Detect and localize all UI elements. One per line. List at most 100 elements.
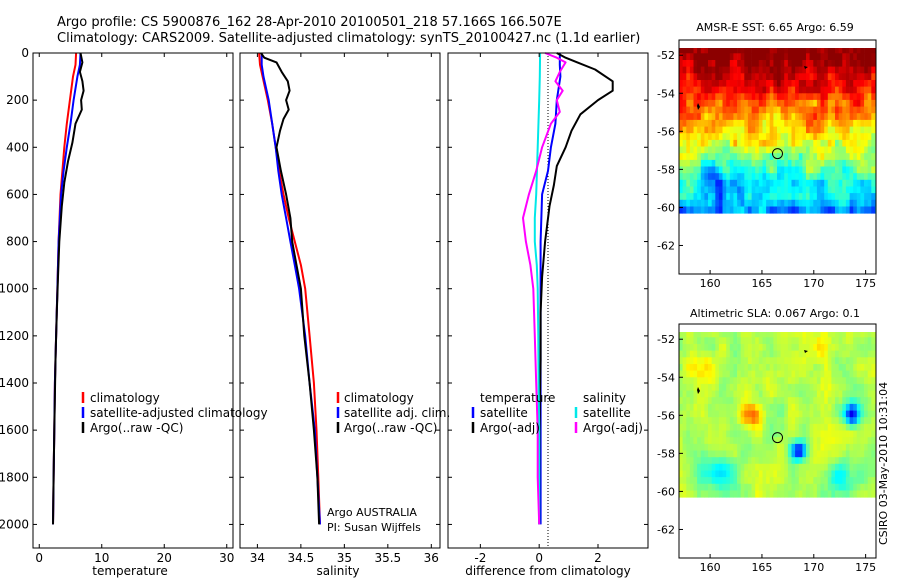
- map-cell: [689, 106, 694, 114]
- map-cell: [686, 173, 691, 181]
- map-cell: [802, 193, 807, 201]
- map-cell: [704, 417, 709, 425]
- map-cell: [697, 146, 702, 154]
- map-cell: [871, 40, 875, 47]
- map-cell: [809, 430, 814, 438]
- map-cell: [824, 410, 829, 418]
- map-cell: [850, 324, 854, 331]
- map-cell: [711, 126, 716, 134]
- map-cell: [711, 357, 716, 365]
- map-cell: [784, 86, 789, 94]
- map-cell: [849, 490, 854, 498]
- map-cell: [773, 337, 778, 345]
- map-cell: [744, 179, 749, 187]
- map-cell: [853, 93, 858, 101]
- map-cell: [867, 357, 872, 365]
- map-cell: [813, 106, 818, 114]
- map-cell: [744, 350, 749, 358]
- map-cell: [697, 450, 702, 458]
- map-cell: [791, 477, 796, 485]
- map-cell: [856, 119, 861, 127]
- map-cell: [856, 350, 861, 358]
- map-cell: [791, 93, 796, 101]
- map-cell: [722, 80, 727, 88]
- temperature-axes-frame: [32, 52, 234, 549]
- map-cell: [751, 126, 756, 134]
- map-cell: [816, 417, 821, 425]
- map-cell: [689, 490, 694, 498]
- map-cell: [867, 490, 872, 498]
- map-cell: [806, 186, 810, 194]
- map-cell: [755, 457, 760, 465]
- map-cell: [842, 470, 847, 478]
- map-cell: [842, 397, 847, 405]
- map-cell: [791, 206, 796, 214]
- map-cell: [809, 179, 814, 187]
- map-cell: [711, 199, 716, 207]
- map-cell: [860, 344, 865, 352]
- map-cell: [740, 193, 745, 201]
- map-cell: [867, 403, 872, 411]
- map-cell: [820, 350, 825, 358]
- map-cell: [835, 410, 839, 418]
- map-cell: [712, 40, 716, 47]
- map-cell: [755, 390, 760, 398]
- map-cell: [813, 477, 818, 485]
- map-cell: [835, 186, 839, 194]
- map-cell: [700, 93, 705, 101]
- map-cell: [831, 146, 836, 154]
- map-cell: [744, 173, 749, 181]
- map-cell: [733, 437, 738, 445]
- map-cell: [864, 73, 869, 81]
- map-cell: [845, 470, 850, 478]
- map-cell: [704, 383, 709, 391]
- map-cell: [777, 344, 781, 352]
- map-cell: [700, 119, 705, 127]
- map-cell: [715, 113, 720, 121]
- map-cell: [686, 483, 691, 491]
- map-cell: [766, 66, 771, 74]
- map-cell: [718, 48, 723, 54]
- map-cell: [766, 146, 771, 154]
- map-cell: [835, 344, 839, 352]
- map-cell: [867, 477, 872, 485]
- map-cell: [787, 159, 792, 167]
- map-cell: [813, 113, 818, 121]
- map-cell: [835, 139, 839, 147]
- map-cell: [777, 350, 781, 358]
- map-cell: [842, 73, 847, 81]
- map-cell: [813, 193, 818, 201]
- map-cell: [729, 106, 734, 114]
- map-cell: [744, 93, 749, 101]
- map-cell: [766, 403, 771, 411]
- map-cell: [679, 450, 683, 458]
- map-cell: [708, 48, 712, 54]
- map-cell: [784, 159, 789, 167]
- map-cell: [755, 430, 760, 438]
- map-cell: [787, 126, 792, 134]
- map-cell: [831, 113, 836, 121]
- map-cell: [718, 383, 723, 391]
- map-cell: [766, 377, 771, 385]
- map-cell: [813, 173, 818, 181]
- map-cell: [864, 166, 869, 174]
- map-cell: [744, 60, 749, 68]
- map-cell: [820, 179, 825, 187]
- map-cell: [726, 86, 731, 94]
- map-cell: [726, 159, 731, 167]
- map-cell: [762, 146, 767, 154]
- map-cell: [791, 159, 796, 167]
- map-x-tick-label-3-2: 170: [803, 277, 824, 290]
- map-cell: [769, 483, 774, 491]
- map-cell: [689, 86, 694, 94]
- map-cell: [849, 126, 854, 134]
- map-cell: [798, 166, 803, 174]
- map-cell: [766, 364, 771, 372]
- map-cell: [769, 80, 774, 88]
- map-cell: [816, 173, 821, 181]
- map-cell: [867, 206, 872, 214]
- map-cell: [802, 483, 807, 491]
- map-cell: [686, 153, 691, 161]
- map-cell: [842, 133, 847, 141]
- map-cell: [693, 80, 698, 88]
